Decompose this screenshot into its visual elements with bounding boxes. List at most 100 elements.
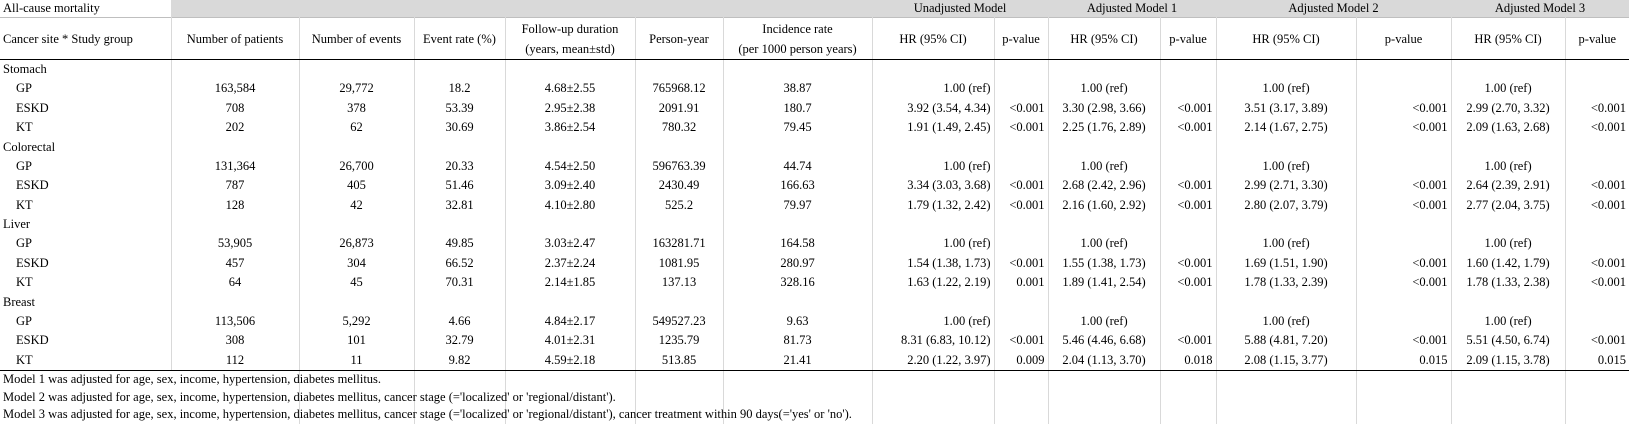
table-cell: <0.001: [994, 176, 1049, 196]
empty-cell: [994, 406, 1049, 424]
table-cell: 0.009: [994, 350, 1049, 371]
table-cell: 20.33: [414, 156, 506, 176]
empty-cell: [414, 406, 506, 424]
empty-cell: [1216, 59, 1357, 79]
table-cell: 62: [299, 118, 415, 138]
table-cell: 4.01±2.31: [505, 331, 636, 351]
empty-cell: [1356, 59, 1452, 79]
table-cell: 1.63 (1.22, 2.19): [872, 273, 995, 293]
table-cell: 137.13: [635, 273, 724, 293]
table-cell: <0.001: [1356, 118, 1452, 138]
empty-cell: [414, 59, 506, 79]
table-cell: 29,772: [299, 79, 415, 99]
table-cell: 3.51 (3.17, 3.89): [1216, 98, 1357, 118]
table-row: ESKD 308 101 32.79 4.01±2.31 1235.79 81.73 8.31…: [0, 331, 1629, 351]
empty-cell: [299, 137, 415, 157]
empty-cell: [1048, 137, 1161, 157]
mortality-table: All-cause mortality Unadjusted Model Adj…: [0, 0, 1629, 424]
table-cell: 5,292: [299, 311, 415, 331]
empty-cell: [171, 406, 300, 424]
table-cell: 405: [299, 176, 415, 196]
empty-cell: [994, 292, 1049, 312]
table-cell: 1.00 (ref): [1048, 311, 1161, 331]
table-cell: 3.09±2.40: [505, 176, 636, 196]
empty-cell: [994, 215, 1049, 234]
study-group: KT: [0, 118, 172, 138]
table-cell: <0.001: [1356, 98, 1452, 118]
empty-cell: [1048, 292, 1161, 312]
table-cell: [1565, 312, 1629, 332]
site-row: Stomach: [0, 59, 1629, 79]
table-cell: [994, 234, 1049, 254]
column-header-row: Cancer site * Study group Number of patie…: [0, 17, 1629, 60]
column-header: Event rate (%): [414, 17, 506, 60]
table-cell: 765968.12: [635, 79, 724, 99]
study-group: GP: [0, 311, 172, 331]
table-cell: 328.16: [723, 273, 873, 293]
site-name: Liver: [0, 215, 172, 234]
table-cell: 2.09 (1.63, 2.68): [1451, 118, 1566, 138]
empty-cell: [1451, 215, 1566, 234]
column-header: Follow-up duration (years, mean±std): [505, 17, 636, 60]
table-cell: <0.001: [1160, 273, 1217, 293]
empty-cell: [723, 292, 873, 312]
site-row: Breast: [0, 292, 1629, 312]
table-cell: 1.00 (ref): [1048, 156, 1161, 176]
empty-cell: [1356, 406, 1452, 424]
table-cell: <0.001: [1590, 197, 1627, 212]
model-group-3: Adjusted Model 3: [1451, 0, 1629, 18]
table-cell: 3.86±2.54: [505, 118, 636, 138]
table-cell: <0.001: [1356, 195, 1452, 215]
table-cell: 128: [171, 195, 300, 215]
empty-cell: [505, 406, 636, 424]
table-cell: 1.00 (ref): [1451, 156, 1566, 176]
table-cell: 1.91 (1.49, 2.45): [872, 118, 995, 138]
table-cell: 2.16 (1.60, 2.92): [1048, 195, 1161, 215]
empty-cell: [872, 388, 995, 406]
empty-cell: [1160, 137, 1217, 157]
table-cell: 166.63: [723, 176, 873, 196]
table-cell: 1.79 (1.32, 2.42): [872, 195, 995, 215]
table-cell: <0.001: [1356, 331, 1452, 351]
empty-cell: [635, 388, 724, 406]
footnote: Model 2 was adjusted for age, sex, incom…: [3, 389, 616, 404]
table-cell: [1356, 311, 1452, 331]
study-group: KT: [0, 195, 172, 215]
study-group: GP: [0, 156, 172, 176]
study-group: ESKD: [0, 331, 172, 351]
table-cell: [1160, 234, 1217, 254]
table-row: GP 113,506 5,292 4.66 4.84±2.17 549527.23 9.63…: [0, 311, 1629, 332]
table-cell: <0.001: [1356, 253, 1452, 273]
column-header: HR (95% CI): [872, 17, 995, 60]
empty-cell: [1216, 406, 1357, 424]
table-cell: 38.87: [723, 79, 873, 99]
table-cell: [1356, 156, 1452, 176]
table-cell: 79.97: [723, 195, 873, 215]
column-header: p-value: [1565, 17, 1629, 60]
empty-cell: [1451, 292, 1566, 312]
empty-cell: [1048, 388, 1161, 406]
empty-cell: [872, 215, 995, 234]
column-header: p-value: [1160, 17, 1217, 60]
table-cell: <0.001: [1160, 176, 1217, 196]
table-cell: <0.001: [1160, 195, 1217, 215]
column-header: Person-year: [635, 17, 724, 60]
table-row: KT 128 42 32.81 4.10±2.80 525.2 79.97 1.79 (1.3…: [0, 195, 1629, 215]
table-cell: 5.46 (4.46, 6.68): [1048, 331, 1161, 351]
site-row: Colorectal: [0, 137, 1629, 157]
empty-cell: [994, 59, 1049, 79]
empty-cell: [171, 59, 300, 79]
empty-cell: [171, 137, 300, 157]
table-cell: 2.04 (1.13, 3.70): [1048, 350, 1161, 371]
table-cell: 2091.91: [635, 98, 724, 118]
model-group-2: Adjusted Model 2: [1216, 0, 1452, 18]
empty-cell: [171, 292, 300, 312]
study-group: KT: [0, 273, 172, 293]
table-cell: 1.00 (ref): [1216, 156, 1357, 176]
table-cell: 66.52: [414, 253, 506, 273]
table-cell: 51.46: [414, 176, 506, 196]
empty-cell: [1451, 406, 1566, 424]
table-cell: <0.001: [1160, 253, 1217, 273]
column-header: HR (95% CI): [1048, 17, 1161, 60]
empty-cell: [505, 137, 636, 157]
